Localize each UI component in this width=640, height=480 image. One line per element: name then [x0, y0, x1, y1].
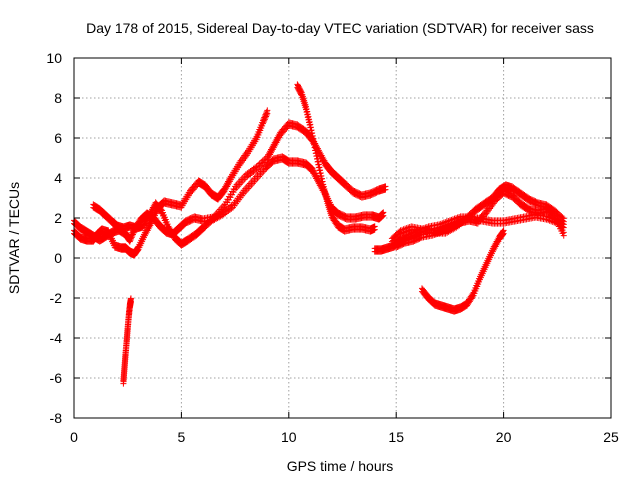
y-tick-label: -4: [50, 330, 63, 346]
data-point: [559, 214, 566, 221]
data-point: [500, 227, 507, 234]
y-tick-label: 8: [54, 90, 62, 106]
data-point: [380, 209, 387, 216]
data-point: [316, 164, 323, 171]
x-tick-label: 15: [388, 429, 404, 445]
data-point: [304, 111, 311, 118]
data-point: [318, 175, 325, 182]
series-track-g: [393, 187, 567, 251]
data-point: [298, 88, 305, 95]
data-point: [303, 105, 310, 112]
data-point: [317, 167, 324, 174]
y-axis-label: SDTVAR / TECUs: [6, 182, 22, 294]
data-point: [305, 113, 312, 120]
data-point: [313, 149, 320, 156]
y-tick-label: 2: [54, 210, 62, 226]
data-point: [264, 107, 271, 114]
tick-labels: 0 5 10 15 20 25 -8 -6 -4 -2 0 2 4 6 8 10: [46, 50, 619, 445]
data-point: [382, 183, 389, 190]
x-tick-label: 5: [178, 429, 186, 445]
data-point: [306, 118, 313, 125]
data-point: [302, 103, 309, 110]
series-track-h: [418, 227, 507, 315]
data-point: [307, 121, 314, 128]
data-point: [307, 124, 314, 131]
data-point: [309, 129, 316, 136]
data-point: [318, 172, 325, 179]
data-point: [158, 206, 165, 213]
x-tick-label: 20: [496, 429, 512, 445]
data-point: [312, 144, 319, 151]
series-track-d: [294, 81, 378, 235]
grid: [74, 58, 611, 418]
y-tick-label: 4: [54, 170, 62, 186]
x-tick-label: 10: [281, 429, 297, 445]
data-point: [311, 141, 318, 148]
data-point: [314, 155, 321, 162]
y-tick-label: 10: [46, 50, 62, 66]
data-point: [560, 215, 567, 222]
data-point: [379, 209, 386, 216]
y-tick-label: -8: [50, 410, 63, 426]
data-point: [319, 178, 326, 185]
data-point: [315, 161, 322, 168]
data-point: [317, 169, 324, 176]
x-tick-label: 0: [70, 429, 78, 445]
data-point: [312, 147, 319, 154]
y-tick-label: -2: [50, 290, 63, 306]
data-point: [304, 108, 311, 115]
y-tick-label: 6: [54, 130, 62, 146]
data-point: [371, 223, 378, 230]
data-point: [306, 116, 313, 123]
axis-ticks: [73, 57, 612, 419]
plot-frame: [73, 57, 612, 419]
y-tick-label: 0: [54, 250, 62, 266]
data-points: [71, 81, 567, 387]
data-point: [560, 229, 567, 236]
series-track-c: [90, 153, 387, 249]
data-point: [309, 132, 316, 139]
chart-title: Day 178 of 2015, Sidereal Day-to-day VTE…: [86, 20, 594, 36]
x-axis-label: GPS time / hours: [287, 458, 394, 474]
data-point: [550, 212, 557, 219]
data-point: [127, 295, 134, 302]
data-point: [310, 138, 317, 145]
data-point: [315, 158, 322, 165]
data-point: [314, 152, 321, 159]
y-tick-label: -6: [50, 370, 63, 386]
x-tick-label: 25: [603, 429, 619, 445]
series-track-i: [120, 295, 134, 387]
data-point: [310, 135, 317, 142]
data-point: [308, 127, 315, 134]
